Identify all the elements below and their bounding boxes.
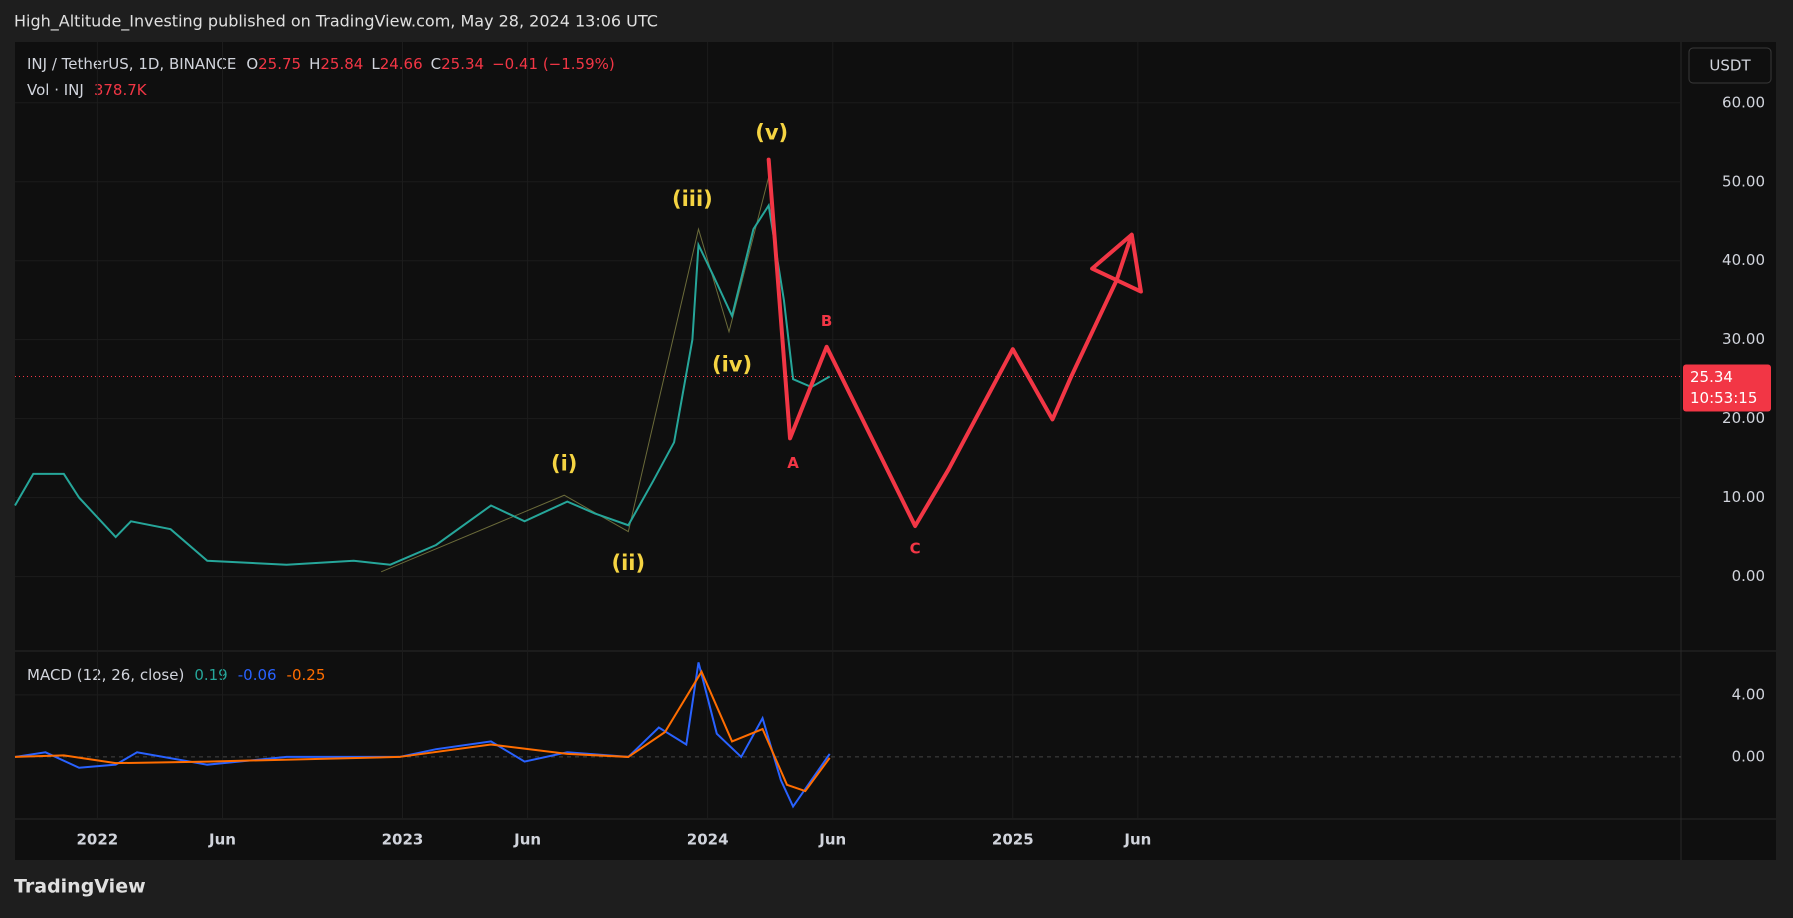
wave-label: (iv): [712, 353, 752, 377]
currency-button[interactable]: [1688, 47, 1772, 84]
macd-legend: MACD (12, 26, close) 0.19 -0.06 -0.25: [27, 666, 325, 684]
l-label: L: [371, 55, 380, 73]
price-tag-value: 25.34: [1690, 368, 1733, 386]
macd-reading: -0.25: [287, 666, 326, 684]
y-tick-label: 40.00: [1722, 251, 1765, 269]
macd-reading: 0.19: [194, 666, 227, 684]
volume-legend: Vol · INJ 378.7K: [27, 81, 148, 99]
x-tick-label: Jun: [1123, 831, 1151, 849]
change: −0.41 (−1.59%): [492, 55, 615, 73]
header-title: High_Altitude_Investing published on Tra…: [14, 12, 658, 32]
y-tick-label: 30.00: [1722, 330, 1765, 348]
o-label: O: [246, 55, 258, 73]
footer-brand: TradingView: [14, 876, 146, 898]
price-line: [14, 202, 831, 566]
o-value: 25.75: [258, 55, 301, 73]
macd-title: MACD (12, 26, close): [27, 666, 184, 684]
x-tick-label: Jun: [208, 831, 236, 849]
price-tag: [1683, 364, 1771, 412]
y-tick-label: 50.00: [1722, 172, 1765, 190]
wave-label: (iii): [672, 187, 713, 211]
x-tick-label: 2025: [992, 831, 1034, 849]
x-tick-label: 2022: [77, 831, 119, 849]
y-tick-label: 60.00: [1722, 93, 1765, 111]
macd-line: [14, 662, 831, 809]
wave-line: [380, 176, 770, 573]
macd-line: [14, 669, 831, 793]
c-label: C: [431, 55, 441, 73]
symbol: INJ / TetherUS, 1D, BINANCE: [27, 55, 236, 73]
c-value: 25.34: [441, 55, 484, 73]
legend: INJ / TetherUS, 1D, BINANCE O25.75 H25.84 L…: [27, 55, 615, 73]
h-value: 25.84: [320, 55, 363, 73]
chart-area: [15, 42, 1776, 860]
x-tick-label: 2023: [382, 831, 424, 849]
y-tick-label: 0.00: [1732, 567, 1765, 585]
x-tick-label: Jun: [513, 831, 541, 849]
y-tick-label: 4.00: [1732, 685, 1765, 703]
wave-label: A: [787, 454, 799, 472]
wave-label: B: [821, 312, 832, 330]
wave-label: (i): [551, 451, 577, 475]
projection-drawing: [766, 157, 1143, 529]
x-tick-label: 2024: [687, 831, 729, 849]
currency-label[interactable]: USDT: [1709, 57, 1751, 75]
wave-label: (v): [755, 121, 788, 145]
h-label: H: [309, 55, 320, 73]
volume-value: 378.7K: [94, 81, 148, 99]
y-tick-label: 20.00: [1722, 409, 1765, 427]
macd-reading: -0.06: [238, 666, 277, 684]
l-value: 24.66: [380, 55, 423, 73]
y-tick-label: 0.00: [1732, 747, 1765, 765]
wave-label: (ii): [612, 551, 646, 575]
x-tick-label: Jun: [818, 831, 846, 849]
volume-label: Vol · INJ: [27, 81, 84, 99]
countdown: 10:53:15: [1690, 389, 1757, 407]
wave-label: C: [910, 539, 921, 557]
y-tick-label: 10.00: [1722, 488, 1765, 506]
